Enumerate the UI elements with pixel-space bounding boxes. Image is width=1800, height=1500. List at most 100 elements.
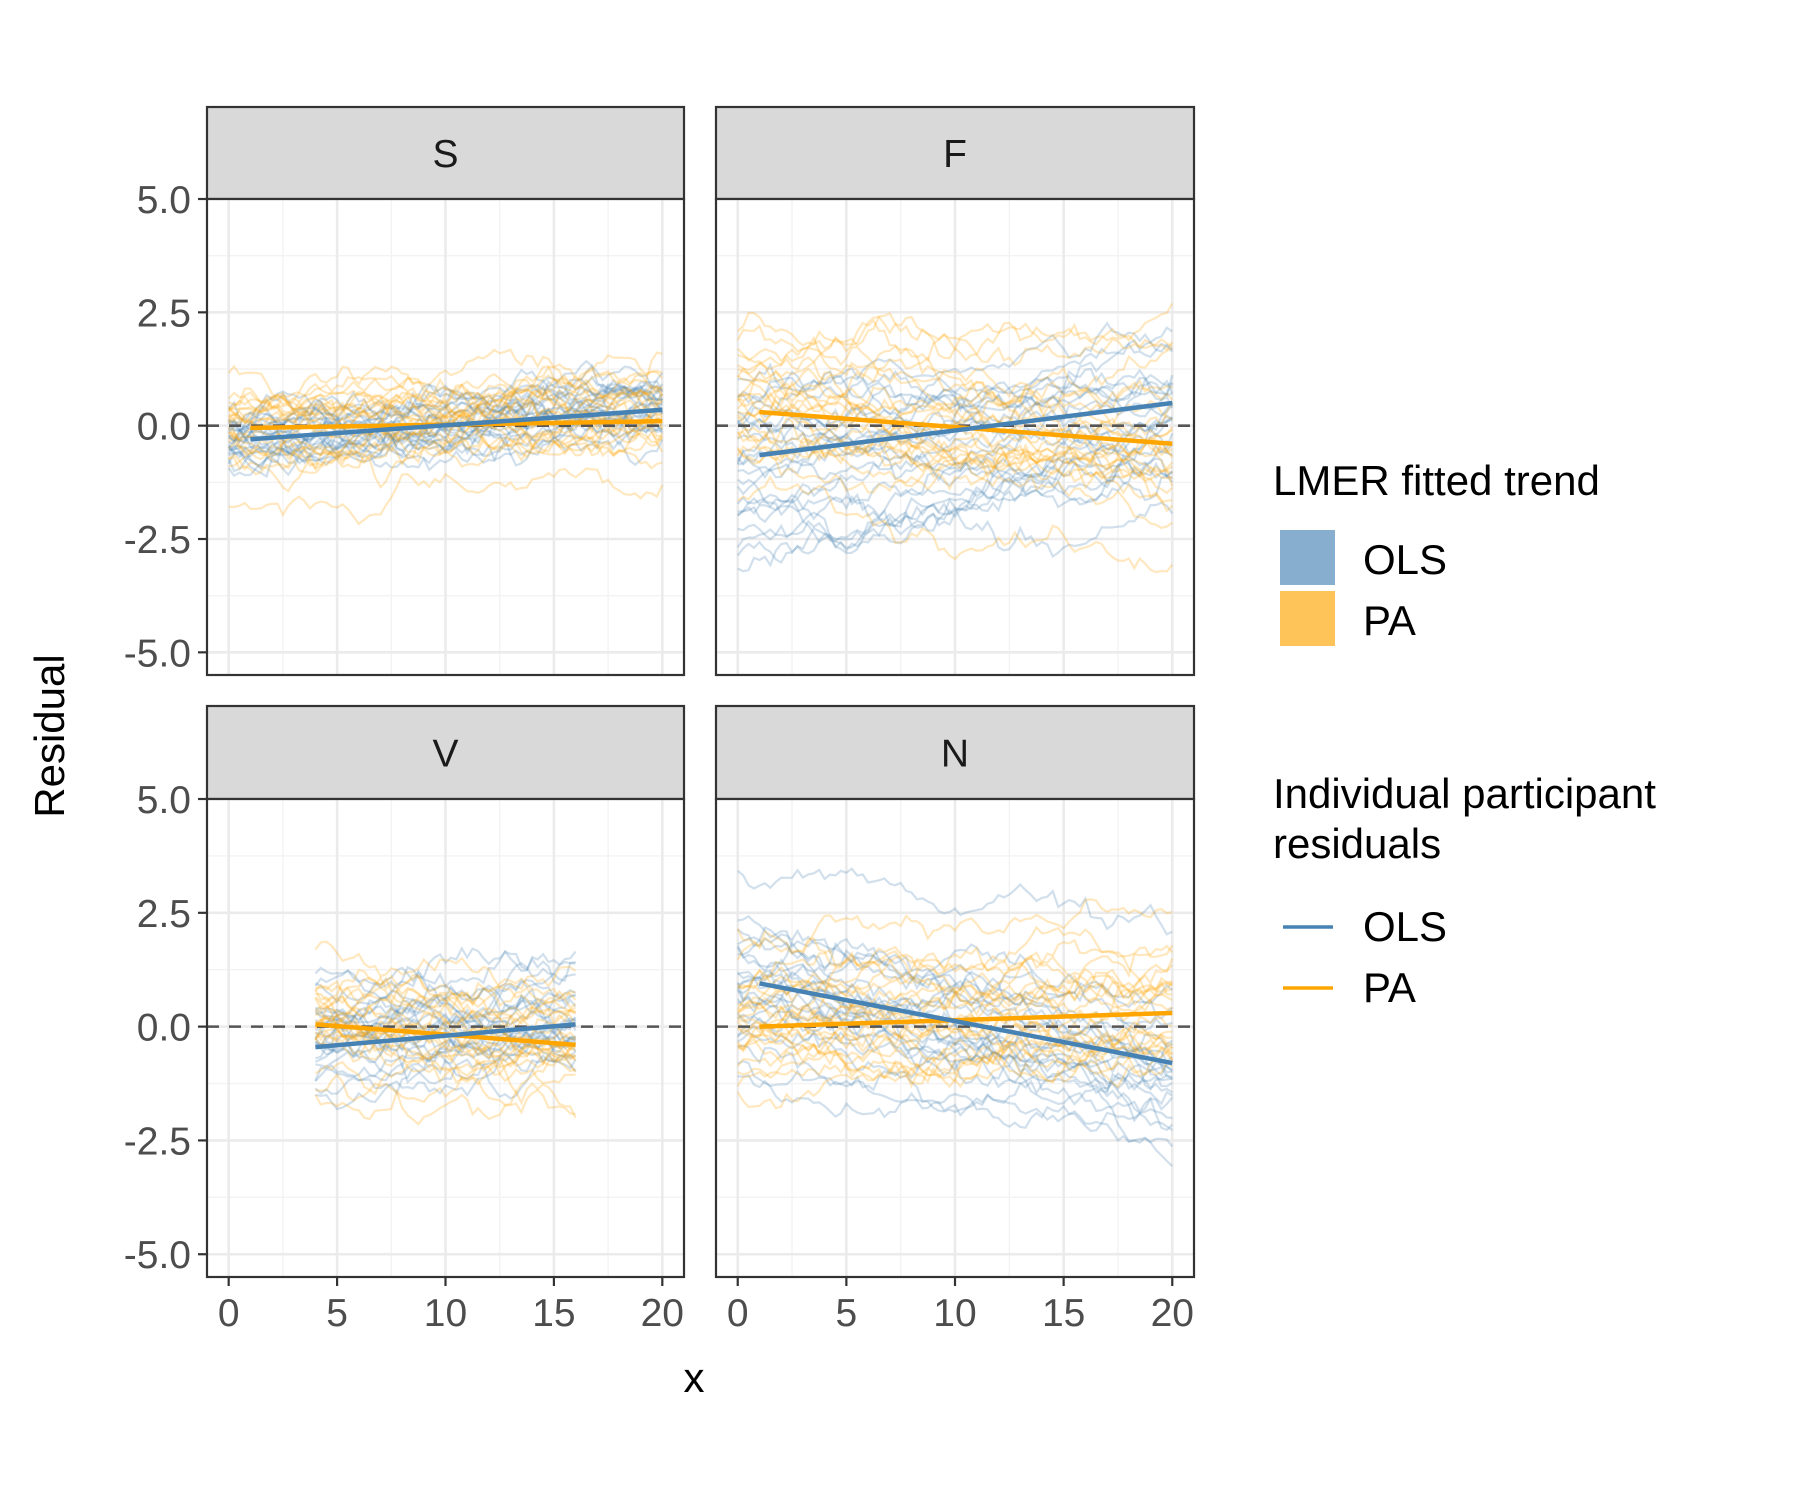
residual-line-ols: [227, 363, 663, 465]
residual-line-ols: [737, 1074, 1174, 1167]
residual-line-pa: [736, 431, 1174, 470]
residual-line-ols: [737, 1025, 1173, 1090]
trend-line-ols-s: [250, 407, 663, 442]
x-axis-title: x: [684, 1354, 705, 1401]
residual-line-pa: [737, 974, 1173, 1033]
x-tick-label: 20: [1151, 1292, 1194, 1335]
residual-line-ols: [228, 401, 663, 456]
residual-line-ols: [736, 461, 1174, 565]
residual-line-pa: [227, 369, 663, 426]
residual-line-ols: [736, 448, 1173, 483]
residual-line-ols: [737, 1003, 1173, 1094]
residual-line-ols: [314, 1050, 577, 1095]
residual-line-ols: [736, 958, 1174, 1011]
residual-line-ols: [314, 978, 576, 1029]
legend-line-label-ols: OLS: [1363, 903, 1447, 950]
residual-line-ols: [227, 368, 664, 441]
y-tick-label: -5.0: [124, 632, 191, 675]
strip-label-f: F: [943, 133, 967, 176]
y-tick-label: -2.5: [124, 519, 191, 562]
residual-line-pa: [227, 442, 663, 493]
legend-line-label-pa: PA: [1363, 964, 1416, 1011]
strip-n: [714, 704, 1196, 801]
trend-line-ols-n: [759, 981, 1173, 1066]
individual-residuals-f: [736, 302, 1174, 574]
residual-line-pa: [228, 467, 664, 526]
residual-line-pa: [736, 929, 1173, 1002]
residual-line-pa: [314, 996, 576, 1057]
residual-line-ols: [737, 339, 1173, 427]
y-tick-label: 5.0: [137, 779, 191, 822]
x-tick-label: 5: [836, 1292, 858, 1335]
residual-line-pa: [737, 925, 1174, 1006]
legend-fitted-trend: LMER fitted trend OLS PA: [1273, 457, 1600, 646]
residual-line-pa: [736, 993, 1173, 1047]
y-axis-title: Residual: [26, 654, 73, 817]
strip-v: [205, 704, 686, 801]
residual-line-ols: [227, 383, 663, 427]
residual-line-pa: [736, 438, 1174, 468]
residual-line-pa: [228, 388, 663, 424]
residual-line-ols: [314, 1054, 577, 1100]
panel-s: S: [205, 105, 686, 677]
residual-line-pa: [314, 1088, 576, 1126]
residual-line-pa: [315, 1004, 577, 1068]
strip-label-v: V: [432, 733, 458, 776]
residual-line-ols: [737, 497, 1174, 559]
residual-line-ols: [737, 321, 1173, 405]
residual-line-ols: [737, 474, 1173, 528]
residual-line-ols: [737, 373, 1173, 446]
residual-line-pa: [736, 965, 1173, 1014]
residual-line-ols: [736, 450, 1173, 544]
strip-s: [205, 105, 686, 201]
residual-line-ols: [228, 376, 664, 432]
residual-line-ols: [737, 1031, 1173, 1123]
residual-line-pa: [314, 940, 577, 991]
residual-line-ols: [736, 972, 1173, 1062]
residual-line-pa: [227, 410, 663, 470]
x-tick-label: 20: [641, 1292, 684, 1335]
residual-line-pa: [736, 445, 1173, 530]
x-tick-label: 0: [727, 1292, 749, 1335]
residual-line-pa: [228, 409, 664, 457]
residual-line-pa: [737, 964, 1174, 1034]
residual-line-ols: [314, 1017, 576, 1073]
residual-line-pa: [227, 394, 663, 434]
legend-fitted-trend-title: LMER fitted trend: [1273, 457, 1600, 504]
y-tick-label: 2.5: [137, 893, 191, 936]
legend-individual-residuals-title-line1: Individual participant: [1273, 770, 1656, 817]
residual-line-ols: [315, 996, 577, 1070]
legend-fill-label-ols: OLS: [1363, 536, 1447, 583]
residual-line-pa: [228, 365, 664, 471]
residual-line-pa: [737, 474, 1174, 574]
residual-line-ols: [228, 380, 664, 466]
residual-line-pa: [227, 386, 663, 442]
residual-line-pa: [736, 400, 1173, 503]
y-tick-label: 0.0: [137, 1007, 191, 1050]
residual-line-pa: [737, 399, 1174, 465]
panels-layer: S F V N: [205, 105, 1196, 1279]
individual-residuals-n: [736, 867, 1174, 1167]
panel-f: F: [714, 105, 1196, 677]
residual-line-pa: [315, 993, 577, 1035]
trend-line-pa-n: [759, 1010, 1173, 1029]
residual-line-ols: [227, 359, 664, 471]
residual-line-pa: [314, 987, 576, 1026]
residual-line-ols: [736, 434, 1173, 509]
x-tick-label: 5: [326, 1292, 348, 1335]
residual-line-pa: [228, 382, 664, 426]
y-tick-label: 0.0: [137, 406, 191, 449]
residual-line-pa: [228, 420, 663, 468]
residual-line-pa: [228, 353, 664, 424]
residual-line-ols: [228, 424, 663, 479]
trend-line-ols-f: [759, 400, 1173, 458]
panel-v: V: [205, 704, 686, 1279]
residual-line-ols: [227, 424, 664, 478]
residual-line-pa: [228, 372, 663, 440]
residual-line-ols: [737, 926, 1174, 1064]
y-tick-label: 5.0: [137, 179, 191, 222]
y-tick-label: 2.5: [137, 292, 191, 335]
residual-line-ols: [315, 1024, 576, 1068]
residual-line-ols: [737, 867, 1173, 936]
